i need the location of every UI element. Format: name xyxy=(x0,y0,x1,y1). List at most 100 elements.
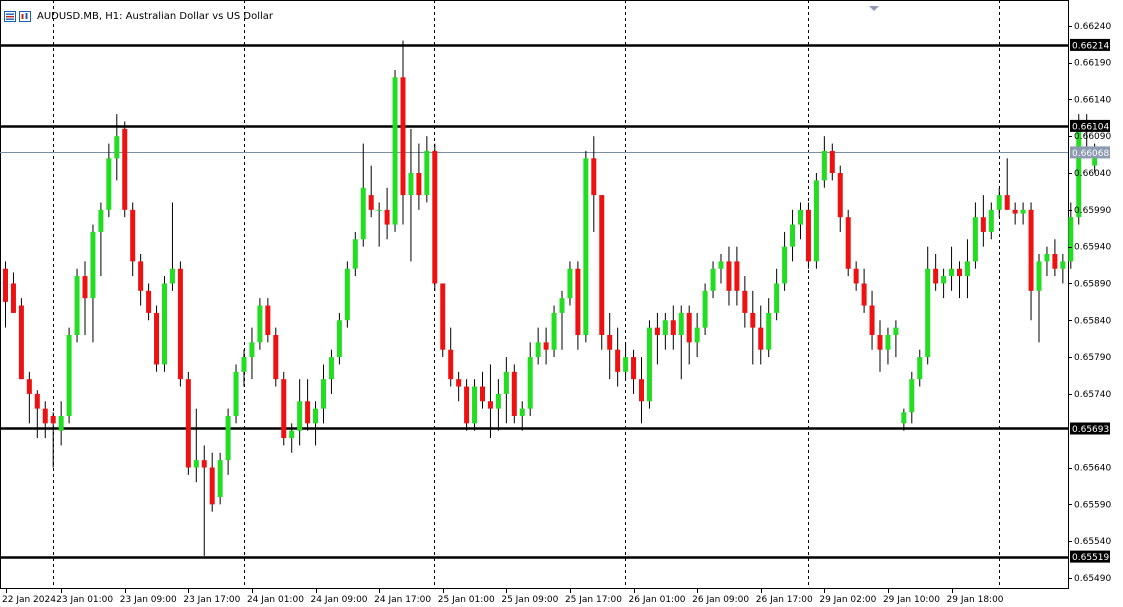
price-tick-label: 0.65840 xyxy=(1074,316,1111,326)
bear-candle xyxy=(599,195,605,335)
bear-candle xyxy=(933,268,939,284)
bull-candle xyxy=(901,412,907,424)
bear-candle xyxy=(837,173,843,218)
level-price-label-bg xyxy=(1070,38,1110,51)
bull-candle xyxy=(885,334,891,350)
bear-candle xyxy=(670,320,676,335)
menu-icon[interactable] xyxy=(4,10,16,22)
bear-candle xyxy=(384,209,390,225)
time-axis[interactable]: 22 Jan 2024 23 Jan 01:00 23 Jan 09:00 23 Ja… xyxy=(2,589,1004,605)
bull-candle xyxy=(710,268,716,291)
bear-candle xyxy=(10,283,16,313)
time-tick-label: 26 Jan 17:00 xyxy=(756,595,813,605)
bull-candle xyxy=(225,415,231,461)
bear-candle xyxy=(726,261,732,291)
bear-candle xyxy=(957,268,962,277)
bull-candle xyxy=(567,268,573,299)
bull-candle xyxy=(702,290,708,328)
bull-candle xyxy=(623,357,629,372)
bull-candle xyxy=(996,195,1002,210)
horizontal-levels[interactable] xyxy=(0,44,1068,559)
bull-candle xyxy=(798,209,803,225)
bull-candle xyxy=(344,268,350,321)
bear-candle xyxy=(1052,254,1058,269)
bear-candle xyxy=(607,334,613,350)
bull-candle xyxy=(297,401,303,431)
bull-candle xyxy=(257,305,263,343)
bull-candle xyxy=(662,320,668,335)
bear-candle xyxy=(686,312,692,343)
bear-candle xyxy=(3,268,8,302)
bear-candle xyxy=(281,379,287,439)
price-tick-label: 0.65640 xyxy=(1074,464,1111,474)
level-labels: 0.66214 0.66104 0.65693 0.65519 0.66068 xyxy=(1070,38,1110,563)
bear-candle xyxy=(273,334,279,380)
bear-candle xyxy=(654,327,660,335)
bear-candle xyxy=(448,349,454,380)
bear-candle xyxy=(146,290,152,313)
price-tick-label: 0.66140 xyxy=(1074,95,1111,105)
bull-candle xyxy=(472,386,478,424)
grid-layer xyxy=(53,0,1000,589)
bear-candle xyxy=(480,386,485,402)
chart-window-icon[interactable] xyxy=(19,10,31,22)
price-axis[interactable]: 0.66240 0.66190 0.66140 0.66090 0.66040 0.659… xyxy=(1068,22,1111,584)
bull-candle xyxy=(162,283,167,365)
bear-candle xyxy=(758,327,764,350)
bull-candle xyxy=(503,371,509,394)
bull-candle xyxy=(1060,261,1066,269)
chart-shift-marker-icon[interactable] xyxy=(869,6,879,11)
bull-candle xyxy=(646,327,652,402)
bull-candle xyxy=(58,415,64,431)
bull-candle xyxy=(289,430,295,439)
bear-candle xyxy=(543,342,549,350)
bear-candle xyxy=(1004,195,1010,210)
time-tick-label: 24 Jan 01:00 xyxy=(247,595,304,605)
bear-candle xyxy=(456,379,462,387)
bear-candle xyxy=(1012,209,1018,214)
bull-candle xyxy=(352,239,358,269)
bear-candle xyxy=(734,261,740,291)
price-tick-label: 0.65590 xyxy=(1074,500,1111,510)
bear-candle xyxy=(82,276,88,299)
price-tick-label: 0.65790 xyxy=(1074,353,1111,363)
bull-candle xyxy=(66,334,72,416)
bear-candle xyxy=(50,415,56,424)
bull-candle xyxy=(74,276,80,335)
bull-candle xyxy=(169,268,175,284)
bear-candle xyxy=(185,379,191,468)
bear-candle xyxy=(154,312,160,365)
bull-candle xyxy=(376,209,382,211)
bull-candle xyxy=(964,261,970,277)
time-tick-label: 29 Jan 10:00 xyxy=(883,595,940,605)
level-price-label-bg xyxy=(1070,119,1110,132)
bull-candle xyxy=(392,77,398,225)
level-price-label: 0.65519 xyxy=(1072,553,1109,563)
bull-candle xyxy=(360,187,366,240)
bear-candle xyxy=(209,467,215,505)
chart-header: AUDUSD.MB, H1: Australian Dollar vs US D… xyxy=(4,9,273,23)
bear-candle xyxy=(742,290,748,313)
bull-candle xyxy=(893,327,899,335)
bear-candle xyxy=(177,268,183,380)
time-tick-label: 25 Jan 09:00 xyxy=(501,595,558,605)
bull-candle xyxy=(193,460,199,468)
bull-candle xyxy=(813,180,819,262)
bear-candle xyxy=(615,349,621,372)
bear-candle xyxy=(631,357,637,380)
bull-candle xyxy=(774,283,780,313)
bear-candle xyxy=(511,371,517,416)
level-price-label: 0.66214 xyxy=(1072,41,1109,51)
bear-candle xyxy=(639,379,644,402)
bear-candle xyxy=(26,379,32,394)
bull-candle xyxy=(233,371,239,416)
bear-candle xyxy=(575,268,581,335)
time-tick-label: 23 Jan 01:00 xyxy=(56,595,113,605)
bull-candle xyxy=(782,246,788,284)
bull-candle xyxy=(321,379,326,409)
bull-candle xyxy=(114,136,120,159)
bear-candle xyxy=(432,150,438,284)
bear-candle xyxy=(845,217,851,269)
